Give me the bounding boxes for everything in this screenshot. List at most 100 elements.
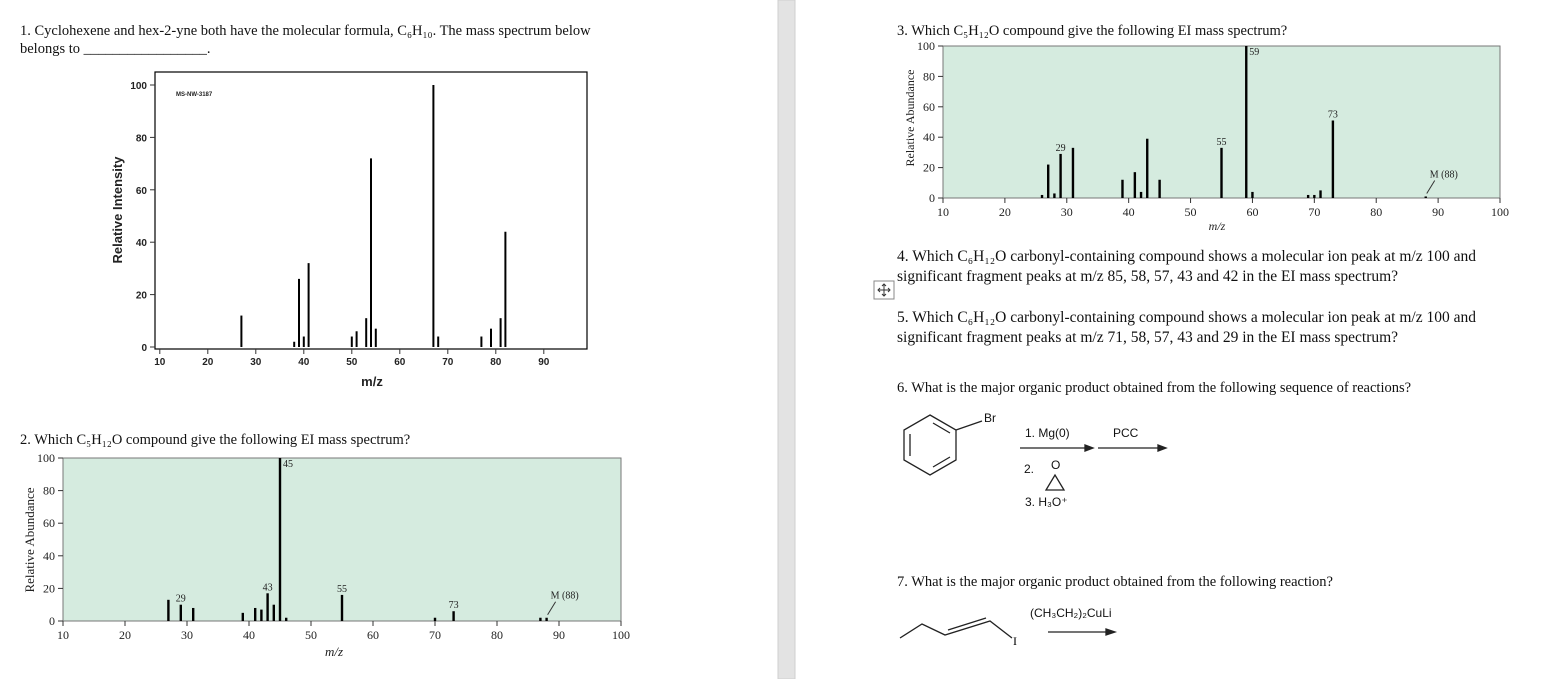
x-tick-label: 20 [999, 205, 1011, 219]
x-tick-label: 90 [1432, 205, 1444, 219]
peak-label: M (88) [551, 591, 579, 602]
y-tick-label: 40 [43, 549, 55, 563]
x-tick-label: 70 [429, 628, 441, 642]
x-tick-label: 30 [250, 357, 262, 368]
reagent-label: PCC [1113, 426, 1139, 440]
question-text: 5. Which C₆H₁₂O carbonyl-containing comp… [897, 309, 1476, 326]
y-tick-label: 20 [136, 291, 148, 302]
bond [955, 420, 983, 431]
arrow-head [1105, 628, 1118, 636]
question-text: 3. Which C₅H₁₂O compound give the follow… [897, 23, 1287, 39]
arrow-head [1157, 444, 1168, 452]
epoxide-ring [1044, 473, 1066, 491]
peak-label: 55 [337, 584, 347, 595]
x-tick-label: 40 [243, 628, 255, 642]
substituent-label: Br [984, 411, 996, 425]
y-tick-label: 100 [917, 39, 935, 53]
peak-label: 59 [1249, 47, 1259, 58]
y-axis-label: Relative Intensity [110, 156, 125, 264]
question-text: 4. Which C₆H₁₂O carbonyl-containing comp… [897, 248, 1476, 265]
x-tick-label: 90 [553, 628, 565, 642]
question-text: 7. What is the major organic product obt… [897, 574, 1333, 590]
y-tick-label: 100 [130, 81, 147, 92]
y-tick-label: 40 [923, 130, 935, 144]
y-tick-label: 100 [37, 451, 55, 465]
y-tick-label: 80 [923, 69, 935, 83]
x-tick-label: 60 [1246, 205, 1258, 219]
x-tick-label: 40 [1123, 205, 1135, 219]
peak-label: 29 [1056, 143, 1066, 154]
move-handle[interactable] [873, 280, 895, 300]
x-axis-label: m/z [361, 374, 383, 389]
x-tick-label: 60 [367, 628, 379, 642]
x-tick-label: 60 [394, 357, 406, 368]
question-text: 6. What is the major organic product obt… [897, 380, 1411, 396]
peak-label: 55 [1217, 137, 1227, 148]
peak-label: 73 [1328, 109, 1338, 120]
spectrum-chart: 0 20 40 60 80 100 10 20 30 40 50 60 70 80 90 100 29 43 45 5… [22, 451, 630, 659]
x-tick-label: 90 [538, 357, 550, 368]
y-tick-label: 60 [136, 186, 148, 197]
reagent-label: 3. H₃O⁺ [1025, 495, 1068, 509]
alkene-chain [899, 620, 1013, 639]
x-tick-label: 50 [305, 628, 317, 642]
chart-title: MS-NW-3187 [176, 92, 213, 98]
peak-label: 29 [176, 594, 186, 605]
reaction-7 [899, 617, 1118, 639]
plot-background [62, 457, 622, 622]
question-text: 1. Cyclohexene and hex-2-yne both have t… [20, 23, 591, 39]
peak-label: M (88) [1430, 169, 1458, 180]
move-handle-arrows [877, 283, 891, 297]
question-text: significant fragment peaks at m/z 71, 58… [897, 329, 1398, 346]
benzene-double-bonds [909, 422, 951, 468]
y-axis-label: Relative Abundance [22, 487, 37, 592]
y-tick-label: 80 [136, 133, 148, 144]
x-tick-label: 30 [1061, 205, 1073, 219]
reaction-6 [903, 414, 1168, 491]
x-tick-label: 80 [491, 628, 503, 642]
question-text: significant fragment peaks at m/z 85, 58… [897, 268, 1398, 285]
x-tick-label: 10 [937, 205, 949, 219]
y-axis-label: Relative Abundance [903, 70, 917, 167]
x-tick-label: 20 [119, 628, 131, 642]
reagent-label: (CH₃CH₂)₂CuLi [1030, 606, 1112, 620]
spectrum-chart: 0 20 40 60 80 100 10 20 30 40 50 60 70 80 90 MS-NW-3187… [110, 71, 588, 389]
x-tick-label: 80 [1370, 205, 1382, 219]
y-tick-label: 20 [43, 581, 55, 595]
x-tick-label: 20 [202, 357, 214, 368]
y-tick-label: 60 [43, 516, 55, 530]
question-text: 2. Which C₅H₁₂O compound give the follow… [20, 432, 410, 448]
x-axis-label: m/z [1209, 219, 1226, 233]
x-tick-label: 100 [1491, 205, 1509, 219]
leader-line [1426, 180, 1436, 194]
leader-line [547, 601, 557, 616]
x-tick-label: 50 [1185, 205, 1197, 219]
question-text: belongs to _________________. [20, 41, 211, 57]
y-tick-label: 0 [141, 343, 147, 354]
x-axis-label: m/z [325, 644, 343, 659]
x-tick-label: 70 [1308, 205, 1320, 219]
arrow-head [1084, 444, 1095, 452]
atom-label: I [1013, 634, 1017, 648]
x-tick-label: 50 [346, 357, 358, 368]
x-tick-label: 10 [154, 357, 166, 368]
x-tick-label: 80 [490, 357, 502, 368]
x-tick-label: 100 [612, 628, 630, 642]
page-gutter [777, 0, 796, 679]
atom-label: O [1051, 458, 1060, 472]
reagent-label: 2. [1024, 462, 1034, 476]
peak-label: 45 [283, 459, 293, 470]
x-tick-label: 40 [298, 357, 310, 368]
peak-label: 43 [263, 582, 273, 593]
y-tick-label: 20 [923, 161, 935, 175]
y-tick-label: 80 [43, 484, 55, 498]
x-tick-label: 10 [57, 628, 69, 642]
double-bond [947, 617, 987, 631]
x-tick-label: 30 [181, 628, 193, 642]
reagent-label: 1. Mg(0) [1025, 426, 1070, 440]
spectrum-chart: 0 20 40 60 80 100 10 20 30 40 50 60 70 80 90 100 29 55 59 7… [903, 39, 1509, 233]
y-tick-label: 60 [923, 100, 935, 114]
